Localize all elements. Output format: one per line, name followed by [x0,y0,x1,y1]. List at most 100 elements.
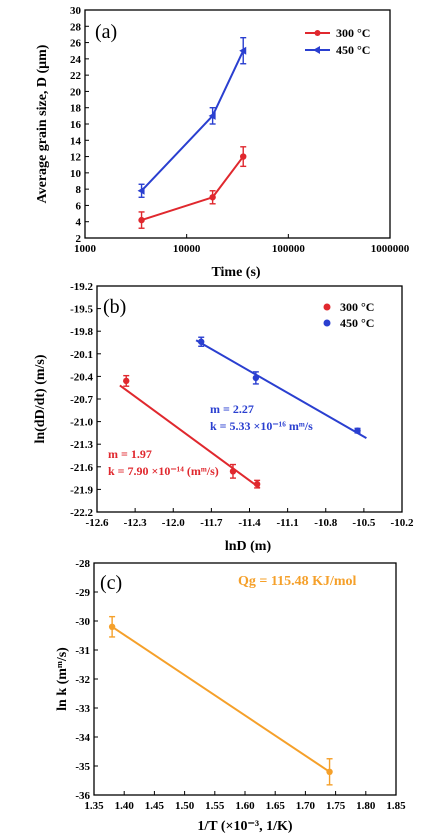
y-tick-label: -35 [75,761,90,773]
x-tick-label: -10.2 [391,517,414,529]
x-tick-label: -10.5 [352,517,375,529]
data-point-series [326,768,333,775]
panel-label: (c) [100,572,122,594]
legend-marker-300 [314,30,321,36]
y-tick-label: 6 [76,200,82,212]
legend-marker-300 [323,303,331,311]
legend: 300 °C 450 °C [323,300,374,330]
x-axis-label: lnD (m) [225,539,272,554]
x-tick-label: 1.60 [235,800,255,812]
data-marks [119,336,367,489]
x-tick-label: 1.45 [145,800,165,812]
y-tick-labels: -19.2 -19.5 -19.8 -20.1 -20.4 -20.7 -21.0 -21.3… [70,281,101,519]
data-marks [137,36,247,229]
series-line-450 [140,50,245,192]
annotation-k-450: k = 5.33 ×10⁻¹⁶ mᵐ/s [210,419,313,433]
y-tick-label: -36 [75,790,90,802]
x-tick-labels: 1.35 1.40 1.45 1.50 1.55 1.60 1.65 1.70 1.75 1.80… [84,791,406,812]
x-tick-label: -12.3 [124,517,147,529]
legend-marker-450 [323,319,331,327]
y-tick-label: 28 [70,21,82,33]
x-tick-label: 1.35 [84,800,104,812]
data-point-300 [240,153,247,160]
legend-label-450: 450 °C [340,316,374,330]
x-tick-label: 1.70 [296,800,316,812]
y-axis-label: Average grain size, D (μm) [35,44,50,203]
data-point-300 [209,194,216,201]
y-tick-label: -20.7 [70,394,93,406]
plot-frame [93,562,397,796]
x-tick-label: 1000 [74,243,97,255]
data-point-300 [123,377,130,385]
x-tick-label: -11.1 [276,517,298,529]
y-axis-label: ln(dD/dt) (m/s) [33,354,48,443]
legend-label-300: 300 °C [336,26,370,40]
x-tick-label: 1.50 [175,800,195,812]
y-tick-label: 20 [70,86,82,98]
y-tick-label: -32 [75,674,90,686]
y-tick-label: -28 [75,558,90,570]
y-tick-label: -34 [75,732,90,744]
legend-marker-450 [313,46,320,54]
y-tick-label: -30 [75,616,90,628]
panel-b: (b) -19.2-19.5-19.8-20.1-20.4-20.7-21.0-… [33,281,414,554]
y-tick-label: -31 [75,645,90,657]
data-point-300 [229,468,237,475]
data-point-450 [252,374,260,382]
y-tick-label: -33 [75,703,90,715]
y-tick-label: -19.8 [70,326,93,338]
y-tick-label: 8 [76,184,82,196]
data-point-450 [208,111,216,120]
y-tick-label: -20.1 [70,349,93,361]
annotation-activation-energy: Qg = 115.48 KJ/mol [238,574,357,589]
y-tick-label: -21.9 [70,484,93,496]
x-tick-labels: -12.6 -12.3 -12.0 -11.7 -11.4 -11.1 -10.8 -10.5… [86,508,414,529]
y-tick-label: 4 [76,217,82,229]
y-tick-label: -19.5 [70,304,93,316]
data-point-450 [239,46,247,55]
annotation-k-300: k = 7.90 ×10⁻¹⁴ (mᵐ/s) [108,464,219,478]
x-tick-label: -10.8 [314,517,337,529]
y-tick-label: 2 [76,233,82,245]
x-tick-label: 1.55 [205,800,225,812]
x-tick-label: 1.75 [326,800,346,812]
series-line-300 [141,155,245,222]
legend: 300 °C 450 °C [305,26,370,57]
data-point-450 [354,427,361,434]
series-line-series [111,625,331,773]
x-tick-label: -11.7 [200,517,223,529]
data-point-300 [253,480,261,488]
data-point-series [108,623,116,630]
y-tick-label: 16 [70,119,82,131]
fit-line-300 [119,384,261,489]
y-tick-label: 18 [70,103,82,115]
panel-label: (a) [95,21,117,43]
y-tick-label: 26 [70,38,82,50]
annotation-m-300: m = 1.97 [108,447,152,461]
y-tick-label: 24 [70,54,82,66]
y-tick-label: 22 [70,70,82,82]
x-tick-label: 1.40 [115,800,135,812]
x-tick-label: -12.6 [86,517,109,529]
x-tick-labels: 1000 10000 100000 1000000 [74,234,410,255]
y-tick-label: -22.2 [70,507,93,519]
y-tick-label: 14 [70,135,82,147]
x-tick-label: 100000 [272,243,306,255]
y-tick-label: 12 [70,152,82,164]
x-tick-label: 1.65 [266,800,286,812]
y-tick-label: -29 [75,587,90,599]
y-tick-label: -21.6 [70,462,93,474]
legend-label-300: 300 °C [340,300,374,314]
fit-line-450 [195,339,367,440]
y-tick-label: 30 [70,5,82,17]
panel-c: (c) -28 -29 -30 -31 -32 -33 -34 -35 -36 1.35 1.40… [55,558,406,834]
y-tick-label: -21.3 [70,439,93,451]
data-point-300 [138,216,145,224]
x-tick-label: 1000000 [371,243,410,255]
legend-label-450: 450 °C [336,43,370,57]
x-tick-label: -12.0 [162,517,185,529]
x-axis-label: Time (s) [211,265,260,280]
